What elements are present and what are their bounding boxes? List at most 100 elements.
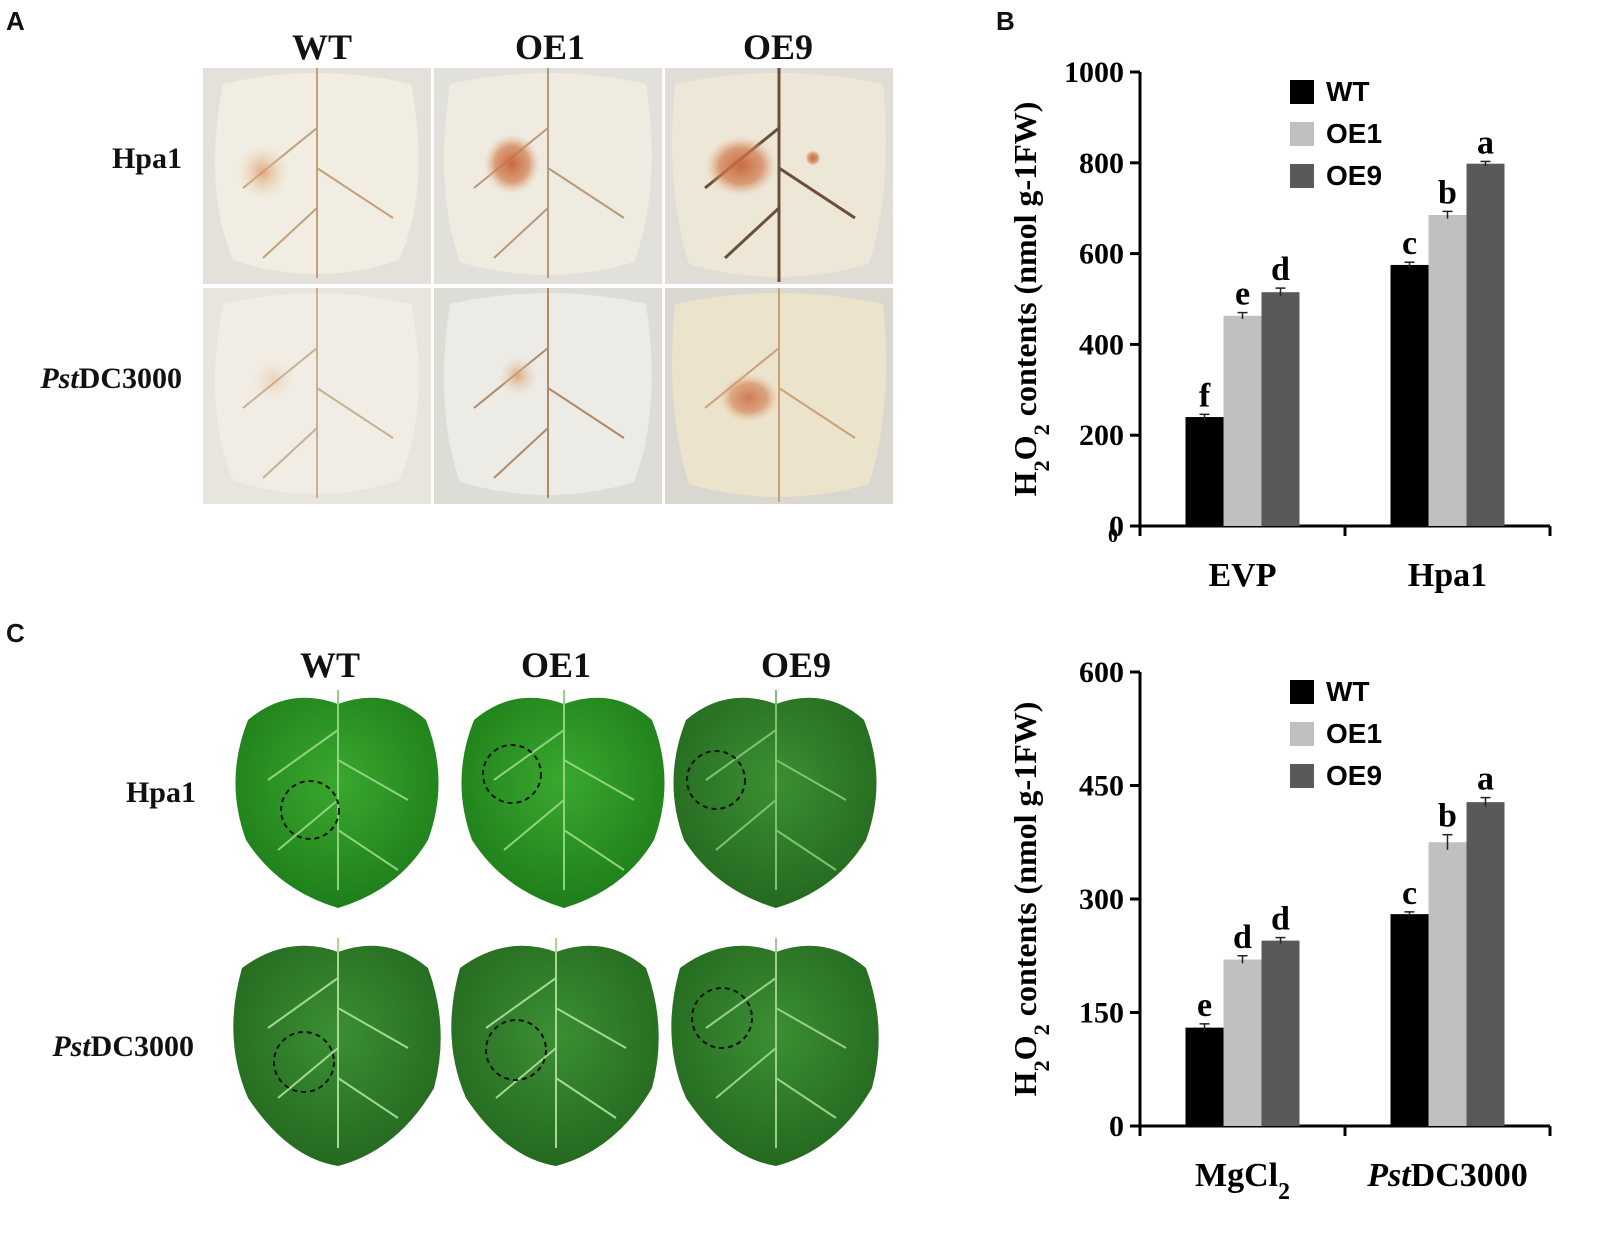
chart-c-ylabel-part: FW) [1007,702,1043,764]
chart-b-sig-oe1-0: e [1235,276,1250,313]
chart-b-sig-oe9-0: d [1271,251,1290,288]
chart-c-legend-swatch-oe9 [1290,764,1314,788]
chart-b-ylabel-part: 2 [1029,424,1054,435]
chart-b-ytick-label-3: 600 [1079,238,1124,271]
chart-c-category-label-0-part: MgCl [1195,1157,1278,1194]
chart-c-sig-oe1-0: d [1233,919,1252,956]
panel-a-tile-oe9-pst [665,288,893,504]
panel-a-tile-oe1-hpa1 [434,68,662,284]
chart-c-ylabel-part: contents (nmol g- [1007,780,1043,1024]
chart-c-ytick-label-1: 150 [1079,997,1124,1030]
chart-b-ytick-label-2: 400 [1079,328,1124,361]
chart-b-category-label-1: Hpa1 [1408,557,1487,594]
panel-a-row-pst-italic: Pst [40,362,79,395]
panel-a-row-dc3000: PstDC3000 [0,362,182,396]
chart-c-legend-label-oe9: OE9 [1326,760,1382,791]
chart-b-category-label-0: EVP [1209,557,1277,594]
panel-a-letter: A [6,6,25,36]
panel-a-tile-wt-pst [203,288,431,504]
chart-b-sig-oe9-1: a [1477,124,1494,161]
chart-c-category-label-0-part: 2 [1278,1179,1290,1205]
panel-c-row-dc3000-text: DC3000 [90,1030,194,1063]
chart-c-ytick-label-3: 450 [1079,770,1124,803]
panel-c-row-pst-italic: Pst [52,1030,91,1063]
chart-c-sig-oe9-1: a [1477,761,1494,798]
chart-b-category-label-0-part: EVP [1209,557,1277,594]
panel-c-letter: C [6,618,25,648]
panel-c-leaf-wt-pst [233,938,441,1166]
chart-b-ylabel: H2O2 contents (nmol g-1FW) [1007,102,1054,497]
panel-a-row-dc3000-text: DC3000 [78,362,182,395]
chart-c-ylabel-part: H [1007,1071,1043,1096]
chart-b-extra-tick-label: 0 [1108,525,1118,547]
chart-b-bar-wt-1 [1390,264,1429,526]
panel-b-letter: B [996,6,1015,36]
panel-a-row-hpa1-text: Hpa1 [111,142,182,175]
panel-a-photo-grid [203,68,893,504]
panel-c-leaf-oe1-pst [451,938,659,1166]
panel-c-row-hpa1: Hpa1 [6,776,196,810]
chart-c-bar-oe9-1 [1466,802,1505,1126]
panel-c-row-hpa1-text: Hpa1 [125,776,196,809]
chart-c-ytick-label-4: 600 [1079,656,1124,689]
chart-c-ylabel-part: O [1007,1035,1043,1060]
chart-c-category-label-1-part: DC [1411,1157,1460,1194]
chart-b-sig-oe1-1: b [1438,174,1457,211]
chart-c-sig-oe9-0: d [1271,901,1290,938]
chart-b-ylabel-part: 2 [1029,460,1054,471]
chart-c-sig-wt-1: c [1402,875,1417,912]
chart-c-ylabel-part: 2 [1029,1024,1054,1035]
chart-b-legend-swatch-oe9 [1290,164,1314,188]
chart-b-category-label-1-part: Hpa [1408,557,1470,594]
chart-b-sig-wt-1: c [1402,225,1417,262]
panel-c-col-wt: WT [299,645,360,685]
chart-c-ylabel: H2O2 contents (nmol g-1FW) [1007,702,1054,1097]
chart-b-legend-label-oe9: OE9 [1326,160,1382,191]
chart-b-ytick-label-5: 1000 [1064,56,1124,89]
chart-c-bar-wt-0 [1185,1027,1224,1126]
panel-c-row-dc3000: PstDC3000 [4,1030,194,1064]
chart-c-ylabel-part: 1 [1007,764,1043,780]
chart-b-sig-wt-0: f [1199,377,1211,414]
chart-b-legend-label-oe1: OE1 [1326,118,1382,149]
chart-b-ytick-label-4: 800 [1079,147,1124,180]
panel-a-col-wt: WT [291,27,352,67]
panel-a-tile-oe1-pst [434,288,662,504]
chart-b-bar-oe1-1 [1428,215,1467,526]
chart-b-bar-oe9-1 [1466,163,1505,526]
panel-c-col-oe9: OE9 [760,645,831,685]
chart-b-ylabel-part: FW) [1007,102,1043,164]
chart-c-bar-wt-1 [1390,914,1429,1126]
chart-b-legend-label-wt: WT [1326,76,1370,107]
chart-b-bar-wt-0 [1185,417,1224,526]
panel-a-col-oe9: OE9 [742,27,813,67]
chart-c-category-label-1-part: 3000 [1460,1157,1528,1194]
panel-a-tile-oe9-hpa1 [665,68,893,284]
chart-b-ylabel-part: 1 [1007,164,1043,180]
chart-c-legend-swatch-oe1 [1290,722,1314,746]
chart-b-bar-oe1-0 [1223,315,1262,526]
chart-c-bar-oe1-1 [1428,842,1467,1126]
chart-c-ytick-label-0: 0 [1109,1110,1124,1143]
panel-c-col-oe1: OE1 [520,645,591,685]
chart-c-category-label-0: MgCl2 [1195,1157,1290,1205]
panel-c-leaf-oe9-hpa1 [673,690,877,908]
panel-a-tile-wt-hpa1 [203,68,431,284]
chart-b-ylabel-part: H [1007,471,1043,496]
panel-c-leaf-wt-hpa1 [235,690,439,908]
chart-c-sig-oe1-1: b [1438,798,1457,835]
chart-b-ytick-label-0: 0 [1109,510,1124,543]
chart-c-ylabel-part: 2 [1029,1060,1054,1071]
chart-c-legend-swatch-wt [1290,680,1314,704]
panel-c-photo-grid [233,690,879,1166]
panel-a-col-oe1: OE1 [514,27,585,67]
panel-c-leaf-oe9-pst [671,938,879,1166]
chart-b-ylabel-part: O [1007,435,1043,460]
chart-c-category-label-1: PstDC3000 [1366,1157,1528,1194]
chart-c-legend-label-oe1: OE1 [1326,718,1382,749]
chart-b-ylabel-part: contents (nmol g- [1007,180,1043,424]
chart-c-sig-wt-0: e [1197,987,1212,1024]
chart-b-bar-oe9-0 [1261,292,1300,526]
